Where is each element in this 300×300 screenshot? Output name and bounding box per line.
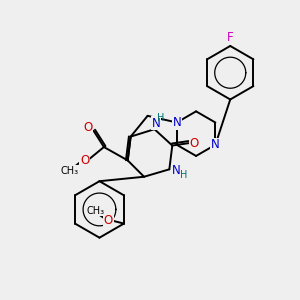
Text: F: F <box>227 31 234 44</box>
Text: O: O <box>104 214 113 227</box>
Text: O: O <box>84 121 93 134</box>
Text: CH₃: CH₃ <box>61 166 79 176</box>
Text: N: N <box>152 117 160 130</box>
Text: O: O <box>80 154 89 167</box>
Text: N: N <box>172 116 181 129</box>
Text: H: H <box>180 170 187 180</box>
Text: O: O <box>189 137 199 150</box>
Text: N: N <box>172 164 181 177</box>
Text: H: H <box>157 113 164 123</box>
Text: CH₃: CH₃ <box>87 206 105 216</box>
Text: N: N <box>211 138 220 151</box>
